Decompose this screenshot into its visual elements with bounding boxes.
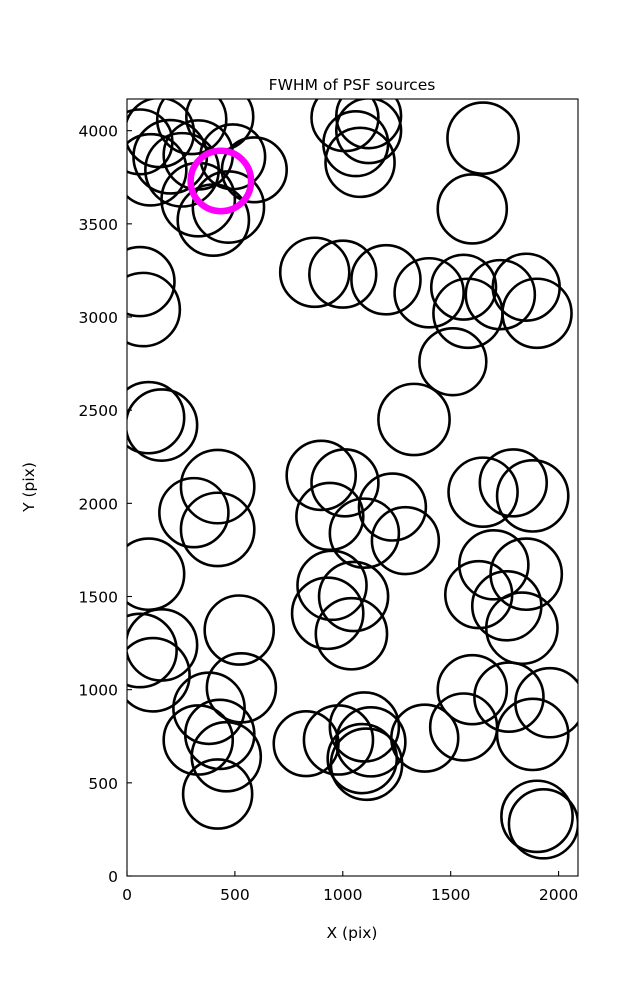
x-tick-label: 500 (220, 886, 250, 904)
psf-source-circle (127, 636, 191, 713)
psf-source-circle (127, 99, 196, 169)
x-axis-label: X (pix) (327, 924, 378, 942)
psf-source-circle (127, 132, 188, 207)
psf-source-circle (183, 698, 256, 771)
chart-title: FWHM of PSF sources (269, 76, 436, 94)
psf-source-circle (495, 697, 570, 772)
psf-source-circle (272, 710, 340, 778)
psf-source-circle (377, 382, 451, 457)
psf-source-circle (495, 458, 570, 533)
x-axis-ticks: 0 500 1000 1500 2000 (122, 871, 578, 904)
psf-source-circle (507, 788, 578, 860)
psf-source-circle (127, 271, 182, 348)
x-tick-label: 0 (122, 886, 132, 904)
y-tick-label: 2500 (79, 402, 118, 420)
psf-source-circle (296, 549, 368, 622)
psf-source-circle (314, 596, 389, 671)
psf-source-circle (436, 173, 509, 245)
psf-source-circle (324, 126, 396, 199)
psf-source-circle (127, 245, 176, 318)
psf-source-circle (181, 758, 254, 830)
psf-source-circle (478, 448, 549, 518)
x-tick-label: 1500 (431, 886, 470, 904)
y-tick-label: 2000 (79, 495, 118, 513)
psf-source-circle (127, 108, 174, 176)
psf-source-circle (328, 497, 401, 569)
psf-source-circle (335, 99, 403, 165)
psf-source-circle (350, 243, 422, 316)
y-axis-label: Y (pix) (20, 462, 38, 513)
psf-source-circle (429, 253, 498, 321)
psf-source-circle (418, 326, 488, 397)
psf-source-circle (447, 456, 519, 528)
y-tick-label: 4000 (79, 123, 118, 141)
psf-source-circle (390, 703, 460, 773)
psf-source-circle (428, 692, 499, 762)
y-tick-label: 0 (108, 868, 118, 886)
chart-title-group: FWHM of PSF sources (269, 76, 436, 94)
psf-source-circle (191, 170, 266, 244)
psf-source-circle (464, 258, 537, 331)
psf-source-circle (127, 612, 178, 689)
psf-source-circle (308, 239, 378, 309)
psf-source-circle (370, 505, 441, 576)
psf-source-circle (501, 277, 573, 350)
y-axis-ticks: 0 500 1000 1500 2000 2500 3000 3500 4000 (79, 123, 132, 886)
psf-source-circle (470, 569, 543, 642)
axes-frame (126, 98, 579, 877)
psf-source-circle (203, 594, 276, 666)
x-tick-label: 2000 (539, 886, 578, 904)
psf-source-circle (179, 448, 256, 525)
psf-source-circle (310, 99, 380, 153)
x-tick-label: 1000 (323, 886, 362, 904)
y-tick-label: 1500 (79, 589, 118, 607)
axes-spines (126, 98, 579, 877)
psf-source-circle (127, 388, 199, 462)
psf-source-circle (127, 537, 186, 612)
psf-source-circle (155, 99, 228, 156)
psf-source-circle (484, 591, 559, 666)
psf-source-circle (172, 671, 246, 746)
psf-source-circle (335, 706, 407, 778)
psf-source-circle (317, 560, 390, 633)
psf-source-circle (176, 183, 251, 258)
psf-source-circle (322, 110, 390, 178)
y-tick-label: 3500 (79, 216, 118, 234)
y-tick-label: 500 (88, 775, 118, 793)
psf-source-circle (285, 439, 358, 512)
psf-source-circle (190, 720, 263, 793)
data-point-layer (127, 99, 578, 860)
y-tick-label: 3000 (79, 309, 118, 327)
psf-source-circle (158, 476, 230, 549)
psf-source-circle (393, 256, 465, 329)
psf-source-circle (220, 136, 288, 204)
psf-source-circle (335, 99, 403, 150)
psf-source-circle (290, 576, 365, 651)
psf-source-circle (473, 661, 545, 733)
psf-source-circle (302, 704, 375, 776)
psf-source-circle (458, 529, 530, 601)
psf-source-circle (179, 491, 256, 568)
psf-source-circle (436, 653, 509, 726)
psf-source-circle (278, 236, 351, 309)
y-tick-label: 1000 (79, 682, 118, 700)
selected-source-circle (187, 147, 255, 215)
psf-source-circle (310, 448, 380, 518)
psf-source-circle (357, 472, 428, 542)
psf-source-circle (127, 380, 186, 455)
psf-source-circle (162, 704, 235, 776)
psf-source-circle (500, 779, 574, 854)
psf-source-circle (446, 101, 520, 176)
